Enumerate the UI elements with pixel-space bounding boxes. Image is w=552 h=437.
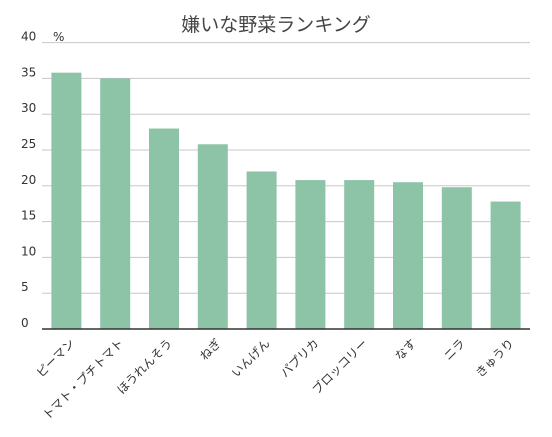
y-tick-label: 5: [21, 280, 29, 294]
y-tick-label: 40: [21, 30, 36, 44]
bar: [490, 201, 521, 329]
bar: [441, 187, 472, 329]
y-tick-label: 35: [21, 65, 36, 79]
x-tick-label: ニラ: [441, 336, 468, 363]
y-tick-label: 25: [21, 137, 36, 151]
y-tick-label: 10: [21, 244, 36, 258]
bar: [51, 72, 82, 329]
y-tick-label: 20: [21, 173, 36, 187]
x-tick-label: パプリカ: [278, 336, 322, 380]
bar: [149, 128, 179, 329]
x-axis-ticks: ピーマントマト・プチトマトほうれんそう ねぎ いんげん パプリカブロッコリー なす ニラき…: [34, 336, 517, 423]
y-tick-label: 15: [21, 209, 36, 223]
bar: [100, 78, 131, 330]
bar: [393, 182, 423, 329]
x-tick-label: いんげん: [229, 336, 273, 380]
y-tick-label: 30: [21, 101, 36, 115]
chart-title: 嫌いな野菜ランキング: [181, 14, 370, 36]
bar: [197, 144, 228, 329]
bar: [246, 171, 277, 329]
x-tick-label: ピーマン: [34, 336, 78, 380]
x-tick-label: トマト・プチトマト: [40, 336, 126, 422]
bar: [344, 180, 375, 329]
x-tick-label: なす: [392, 336, 419, 363]
bars: [51, 72, 521, 330]
x-tick-label: ねぎ: [197, 336, 224, 363]
bar: [295, 180, 326, 329]
y-tick-label: 0: [21, 316, 29, 330]
x-tick-label: きゅうり: [473, 336, 517, 380]
y-axis-ticks: 0 5 10 15 20 25 30 35 40: [21, 30, 36, 330]
y-axis-unit-label: %: [53, 30, 64, 44]
